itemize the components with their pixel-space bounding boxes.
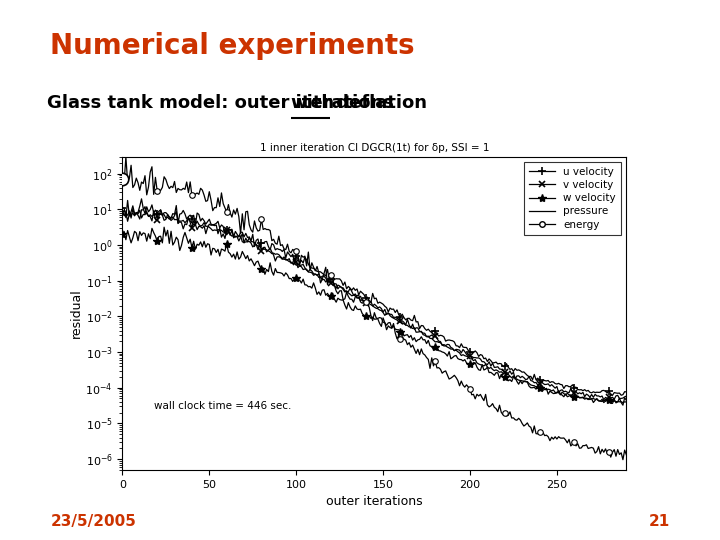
Text: Glass tank model: outer iterations: Glass tank model: outer iterations: [47, 93, 400, 112]
X-axis label: outer iterations: outer iterations: [326, 495, 423, 508]
Title: 1 inner iteration Cl DGCR(1t) for δp, SSI = 1: 1 inner iteration Cl DGCR(1t) for δp, SS…: [260, 143, 489, 153]
Text: deflation: deflation: [330, 93, 427, 112]
Legend: u velocity, v velocity, w velocity, pressure, energy: u velocity, v velocity, w velocity, pres…: [523, 162, 621, 235]
Text: Numerical experiments: Numerical experiments: [50, 32, 415, 60]
Text: 23/5/2005: 23/5/2005: [50, 514, 136, 529]
Y-axis label: residual: residual: [70, 288, 83, 338]
Text: wall clock time = 446 sec.: wall clock time = 446 sec.: [153, 401, 291, 411]
Text: with: with: [291, 93, 335, 112]
Text: 21: 21: [648, 514, 670, 529]
